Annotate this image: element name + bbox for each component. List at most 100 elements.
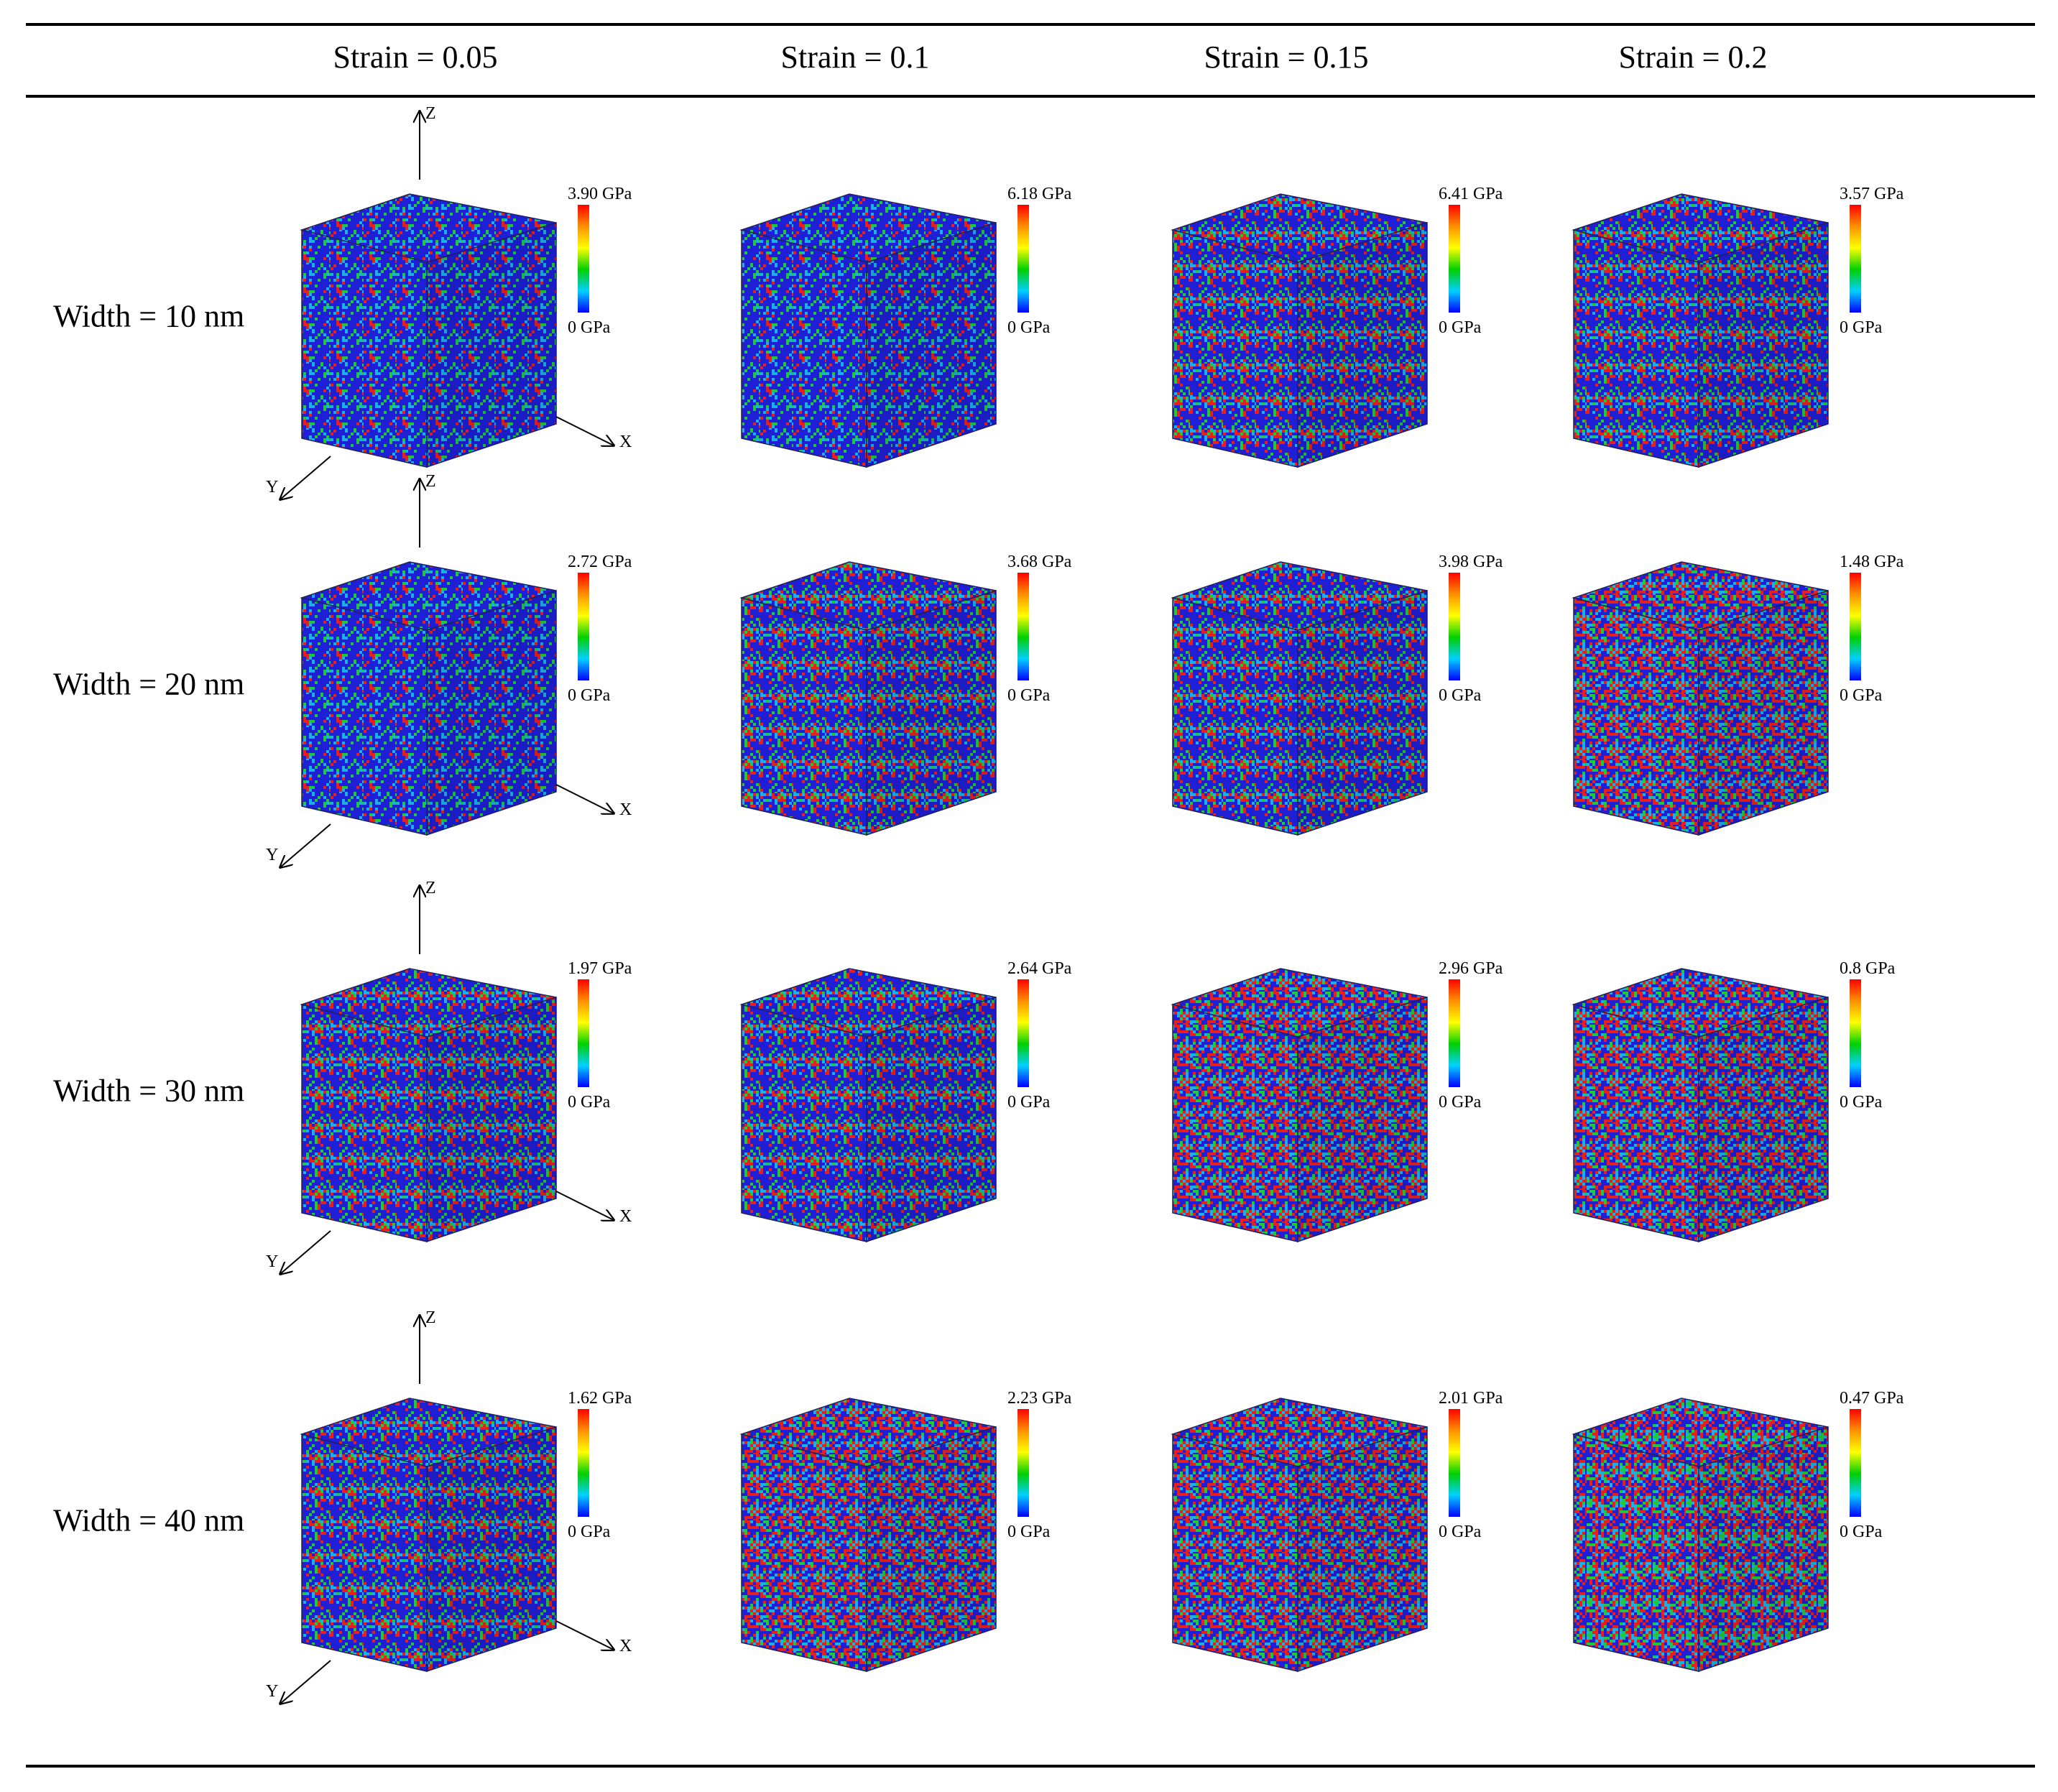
cube-face-top xyxy=(1572,561,1829,631)
cube-cell-r1-c3: 6.41 GPa 0 GPa xyxy=(1171,185,1503,468)
colorbar-max-label: 6.18 GPa xyxy=(1007,185,1072,203)
cube-cell-r3-c1: 1.97 GPa 0 GPa Z Y X xyxy=(266,879,632,1274)
cube-face-left xyxy=(1573,1004,1699,1242)
colorbar xyxy=(1018,573,1029,680)
row-header-width-20: Width = 20 nm xyxy=(53,666,245,702)
colorbar-max-label: 0.8 GPa xyxy=(1840,959,1896,978)
cube-face-left xyxy=(1573,597,1699,836)
colorbar-max-label: 1.48 GPa xyxy=(1840,553,1904,571)
colorbar-max-label: 3.57 GPa xyxy=(1840,185,1904,203)
cube-cell-r2-c3: 3.98 GPa 0 GPa xyxy=(1171,553,1503,836)
x-axis-label: X xyxy=(619,1207,632,1226)
colorbar-max-label: 2.72 GPa xyxy=(568,553,632,571)
cube-face-left xyxy=(1172,597,1298,836)
colorbar-max-label: 3.98 GPa xyxy=(1439,553,1503,571)
colorbar-min-label: 0 GPa xyxy=(1840,686,1883,705)
cube-face-left xyxy=(741,597,867,836)
colorbar xyxy=(578,1409,589,1517)
x-axis-arrow xyxy=(555,1191,614,1220)
bottom-rule xyxy=(26,1765,2035,1768)
cube-face-left xyxy=(1573,1433,1699,1672)
colorbar-max-label: 2.23 GPa xyxy=(1007,1389,1072,1408)
cube-face-left xyxy=(741,229,867,468)
colorbar xyxy=(1449,573,1460,680)
cube-face-left xyxy=(1172,229,1298,468)
x-axis-label: X xyxy=(619,433,632,451)
cube-cell-r3-c4: 0.8 GPa 0 GPa xyxy=(1572,959,1896,1243)
row-header-width-30: Width = 30 nm xyxy=(53,1073,245,1109)
cube-face-left xyxy=(741,1004,867,1242)
cube-face-top xyxy=(1572,1398,1829,1467)
x-axis-label: X xyxy=(619,800,632,819)
coordinate-axes: Z Y X xyxy=(266,1308,632,1704)
z-axis-label: Z xyxy=(425,104,436,123)
colorbar-min-label: 0 GPa xyxy=(1007,1523,1051,1541)
cube-face-left xyxy=(741,1433,867,1672)
y-axis-label: Y xyxy=(266,1682,278,1701)
x-axis-arrow xyxy=(555,1620,614,1650)
cube-face-left xyxy=(301,597,428,836)
cube-face-top xyxy=(739,193,997,263)
cube-face-top xyxy=(739,968,997,1038)
cube-face-top xyxy=(1171,193,1428,263)
y-axis-label: Y xyxy=(266,846,278,864)
colorbar xyxy=(1449,205,1460,313)
colorbar-min-label: 0 GPa xyxy=(1439,318,1482,337)
cube-face-top xyxy=(300,561,557,631)
colorbar xyxy=(1850,979,1861,1087)
colorbar-max-label: 3.90 GPa xyxy=(568,185,632,203)
cube-cell-r4-c4: 0.47 GPa 0 GPa xyxy=(1572,1389,1904,1673)
cube-cell-r3-c3: 2.96 GPa 0 GPa xyxy=(1171,959,1503,1243)
cube-cell-r2-c4: 1.48 GPa 0 GPa xyxy=(1572,553,1904,836)
row-header-width-10: Width = 10 nm xyxy=(53,298,245,334)
colorbar-min-label: 0 GPa xyxy=(1840,1093,1883,1112)
colorbar xyxy=(1850,573,1861,680)
y-axis-arrow xyxy=(280,823,331,867)
cube-cell-r4-c2: 2.23 GPa 0 GPa xyxy=(739,1389,1072,1673)
column-header-strain-0.15: Strain = 0.15 xyxy=(1204,40,1369,75)
colorbar xyxy=(1850,1409,1861,1517)
colorbar xyxy=(1449,1409,1460,1517)
cube-face-left xyxy=(301,1433,428,1672)
y-axis-label: Y xyxy=(266,1252,278,1271)
y-axis-arrow xyxy=(280,1660,331,1704)
cube-cell-r1-c4: 3.57 GPa 0 GPa xyxy=(1572,185,1904,468)
cube-face-top xyxy=(1572,968,1829,1038)
y-axis-arrow xyxy=(280,1230,331,1274)
cube-face-left xyxy=(1172,1004,1298,1242)
colorbar-min-label: 0 GPa xyxy=(568,1093,611,1112)
cube-face-top xyxy=(739,1398,997,1467)
coordinate-axes: Z Y X xyxy=(266,472,632,867)
cube-cell-r1-c1: 3.90 GPa 0 GPa Z Y X xyxy=(266,104,632,499)
cube-face-top xyxy=(300,193,557,263)
row-header-width-40: Width = 40 nm xyxy=(53,1502,245,1538)
x-axis-label: X xyxy=(619,1637,632,1655)
cube-face-top xyxy=(1572,193,1829,263)
column-header-strain-0.05: Strain = 0.05 xyxy=(333,40,498,75)
colorbar-max-label: 1.62 GPa xyxy=(568,1389,632,1408)
colorbar-min-label: 0 GPa xyxy=(1840,318,1883,337)
colorbar-min-label: 0 GPa xyxy=(568,1523,611,1541)
cube-face-top xyxy=(1171,968,1428,1038)
header-rule xyxy=(26,95,2035,98)
colorbar-min-label: 0 GPa xyxy=(568,318,611,337)
colorbar-min-label: 0 GPa xyxy=(1840,1523,1883,1541)
cube-face-left xyxy=(301,229,428,468)
cube-face-top xyxy=(739,561,997,631)
y-axis-label: Y xyxy=(266,478,278,497)
cube-cell-r4-c3: 2.01 GPa 0 GPa xyxy=(1171,1389,1503,1673)
cube-cell-r1-c2: 6.18 GPa 0 GPa xyxy=(739,185,1072,468)
colorbar-max-label: 2.96 GPa xyxy=(1439,959,1503,978)
colorbar-min-label: 0 GPa xyxy=(1007,686,1051,705)
colorbar xyxy=(578,979,589,1087)
colorbar-min-label: 0 GPa xyxy=(568,686,611,705)
colorbar-min-label: 0 GPa xyxy=(1439,686,1482,705)
column-header-strain-0.2: Strain = 0.2 xyxy=(1618,40,1768,75)
top-rule xyxy=(26,23,2035,26)
z-axis-label: Z xyxy=(425,879,436,897)
colorbar-max-label: 6.41 GPa xyxy=(1439,185,1503,203)
cube-face-left xyxy=(301,1004,428,1242)
colorbar-min-label: 0 GPa xyxy=(1007,318,1051,337)
colorbar-min-label: 0 GPa xyxy=(1439,1523,1482,1541)
